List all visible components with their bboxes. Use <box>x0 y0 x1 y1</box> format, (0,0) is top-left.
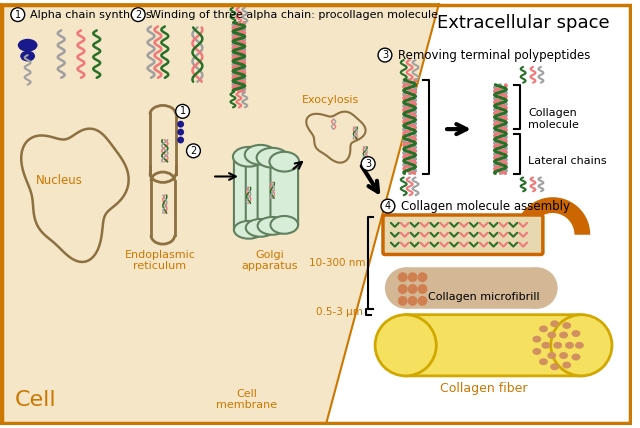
Ellipse shape <box>559 352 568 359</box>
Text: 4: 4 <box>385 201 391 211</box>
Ellipse shape <box>244 145 276 165</box>
Circle shape <box>378 48 392 62</box>
Circle shape <box>408 272 417 282</box>
Text: Extracellular space: Extracellular space <box>437 14 609 32</box>
Circle shape <box>177 129 184 136</box>
Polygon shape <box>515 197 590 235</box>
Ellipse shape <box>257 148 288 168</box>
Ellipse shape <box>246 219 275 237</box>
Ellipse shape <box>269 152 299 172</box>
Ellipse shape <box>20 51 35 62</box>
Text: Golgi
apparatus: Golgi apparatus <box>241 250 298 271</box>
Ellipse shape <box>559 332 568 339</box>
Circle shape <box>417 284 428 294</box>
Text: 0.5-3 μm: 0.5-3 μm <box>316 307 364 317</box>
FancyBboxPatch shape <box>246 153 275 230</box>
Text: Nucleus: Nucleus <box>36 174 83 187</box>
FancyBboxPatch shape <box>234 155 264 232</box>
Ellipse shape <box>541 342 550 349</box>
Polygon shape <box>21 129 129 262</box>
Circle shape <box>131 8 145 21</box>
Ellipse shape <box>532 348 541 355</box>
Circle shape <box>381 199 395 213</box>
Ellipse shape <box>539 358 548 365</box>
FancyBboxPatch shape <box>151 115 175 172</box>
Text: Cell
membrane: Cell membrane <box>216 389 277 410</box>
Ellipse shape <box>375 315 436 376</box>
Polygon shape <box>0 3 439 425</box>
Ellipse shape <box>233 147 264 166</box>
Circle shape <box>186 144 200 158</box>
Circle shape <box>408 296 417 306</box>
Ellipse shape <box>565 342 574 349</box>
Text: 3: 3 <box>365 159 371 169</box>
Ellipse shape <box>271 216 298 234</box>
Circle shape <box>177 137 184 143</box>
Text: 1: 1 <box>15 9 21 20</box>
Ellipse shape <box>572 354 580 360</box>
Text: 10-300 nm: 10-300 nm <box>308 258 365 268</box>
Text: Collagen molecule assembly: Collagen molecule assembly <box>401 199 570 213</box>
Circle shape <box>398 272 408 282</box>
Ellipse shape <box>234 221 264 239</box>
Ellipse shape <box>563 362 571 369</box>
FancyBboxPatch shape <box>271 160 298 227</box>
Text: Collagen fiber: Collagen fiber <box>440 382 527 395</box>
Text: 3: 3 <box>382 50 388 60</box>
Polygon shape <box>306 112 365 163</box>
Circle shape <box>417 272 428 282</box>
FancyBboxPatch shape <box>406 268 537 309</box>
Circle shape <box>398 284 408 294</box>
Polygon shape <box>0 3 632 425</box>
Text: Lateral chains: Lateral chains <box>528 156 607 166</box>
FancyBboxPatch shape <box>383 215 543 255</box>
Ellipse shape <box>550 363 559 370</box>
Text: Exocylosis: Exocylosis <box>302 95 359 104</box>
Circle shape <box>361 157 375 171</box>
Ellipse shape <box>532 336 541 343</box>
Ellipse shape <box>553 342 562 349</box>
Ellipse shape <box>258 217 287 235</box>
Ellipse shape <box>575 342 584 349</box>
Ellipse shape <box>550 320 559 327</box>
FancyBboxPatch shape <box>406 315 581 376</box>
Ellipse shape <box>516 268 557 309</box>
Ellipse shape <box>539 325 548 332</box>
Text: Cell: Cell <box>15 390 56 410</box>
Ellipse shape <box>572 330 580 337</box>
Ellipse shape <box>563 322 571 329</box>
Text: Collagen
molecule: Collagen molecule <box>528 108 579 130</box>
Ellipse shape <box>551 315 612 376</box>
Text: 2: 2 <box>190 146 196 156</box>
Ellipse shape <box>18 39 38 52</box>
Text: Collagen microfibrill: Collagen microfibrill <box>428 292 540 302</box>
Ellipse shape <box>547 332 556 339</box>
Text: Alpha chain synthesis: Alpha chain synthesis <box>29 9 151 20</box>
Text: 2: 2 <box>135 9 141 20</box>
FancyBboxPatch shape <box>258 156 287 228</box>
Text: 1: 1 <box>180 106 186 116</box>
Text: Removing terminal polypeptides: Removing terminal polypeptides <box>398 49 590 62</box>
Circle shape <box>417 296 428 306</box>
Circle shape <box>398 296 408 306</box>
Circle shape <box>408 284 417 294</box>
Text: Winding of three alpha chain: procollagen molecule: Winding of three alpha chain: procollage… <box>150 9 438 20</box>
FancyBboxPatch shape <box>152 182 173 234</box>
Ellipse shape <box>547 352 556 359</box>
Circle shape <box>177 121 184 128</box>
Circle shape <box>11 8 25 21</box>
Text: Endoplasmic
reticulum: Endoplasmic reticulum <box>124 250 195 271</box>
Ellipse shape <box>385 268 426 309</box>
Circle shape <box>176 104 189 118</box>
